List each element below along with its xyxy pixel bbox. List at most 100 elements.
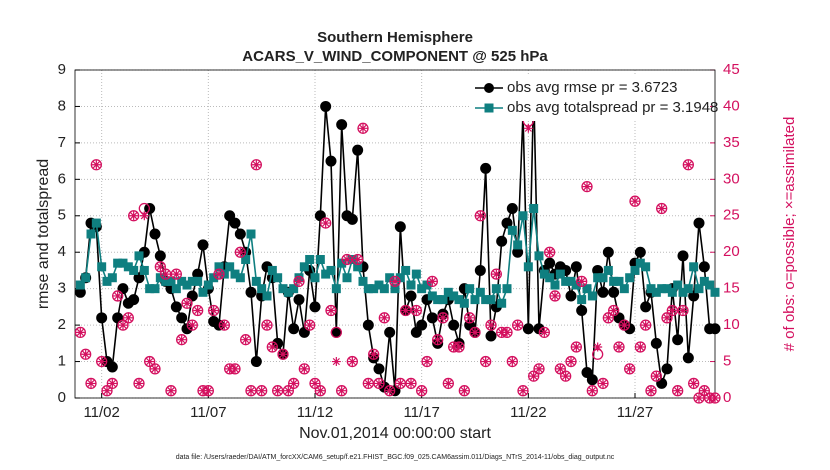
obs-assimilated-point [81,349,91,359]
spread-point [614,276,624,286]
obs-assimilated-point [321,218,331,228]
y2-axis-label: # of obs: o=possible; ×=assimilated [781,117,798,352]
spread-point [603,265,613,275]
obs-assimilated-point [187,320,197,330]
spread-point [443,287,453,297]
obs-assimilated-point [582,182,592,192]
spread-point [363,284,373,294]
spread-point [465,284,475,294]
obs-assimilated-point [123,313,133,323]
spread-point [513,240,523,250]
obs-possible-point [368,348,380,360]
obs-possible-point [208,304,220,317]
obs-assimilated-point [683,160,693,170]
spread-point [657,284,667,294]
spread-point [177,276,187,286]
y-tick-label: 1 [58,353,66,370]
obs-possible-point [394,377,406,390]
spread-point [283,287,293,297]
spread-point [561,276,571,286]
spread-point [449,291,459,301]
obs-assimilated-point [102,386,112,396]
spread-point [139,265,149,275]
spread-point [411,269,421,279]
y2-tick-label: 30 [723,170,740,187]
obs-assimilated-point [598,378,608,388]
spread-point [609,276,619,286]
obs-possible-point [357,122,369,134]
spread-point [550,280,560,290]
obs-assimilated-point [518,386,528,396]
rmse-point [586,374,598,386]
spread-point [678,287,688,297]
rmse-point [170,301,182,313]
spread-point [278,284,288,294]
spread-point [155,273,165,283]
rmse-point [496,235,508,247]
obs-possible-point [624,363,636,375]
spread-point [529,203,539,213]
obs-assimilated-point [619,320,629,330]
obs-possible-point [362,377,374,390]
spread-point [107,273,117,283]
obs-possible-point [560,370,572,382]
rmse-point [448,319,460,331]
obs-possible-point [282,385,294,397]
obs-possible-point [677,304,689,317]
obs-possible-point [106,377,118,390]
rmse-point [245,286,257,298]
obs-possible-point [330,326,342,339]
spread-point [486,295,496,305]
spread-point [353,262,363,272]
rmse-point [426,312,438,324]
y2-tick-label: 15 [723,280,740,297]
spread-point [433,295,443,305]
obs-assimilated-point [315,386,325,396]
spread-point [406,280,416,290]
spread-point [630,265,640,275]
obs-possible-point [234,246,246,258]
obs-assimilated-point [475,211,485,221]
rmse-point [229,217,241,229]
obs-assimilated-point [705,393,715,403]
obs-possible-point [597,377,609,390]
rmse-point [597,286,609,298]
spread-point [257,284,267,294]
rmse-point [506,202,518,214]
obs-possible-point [554,363,566,375]
obs-possible-point [304,319,316,331]
rmse-point [581,366,593,378]
obs-assimilated-point [673,386,683,396]
obs-possible-point [298,363,310,375]
obs-assimilated-point [241,335,251,345]
rmse-point [106,361,118,373]
obs-possible-point [576,275,588,288]
obs-possible-point [480,355,492,368]
spread-point [635,258,645,268]
obs-possible-point [533,363,545,375]
obs-possible-point [154,261,166,273]
spread-point [337,258,347,268]
spread-point [395,273,405,283]
obs-assimilated-point [385,386,395,396]
spread-point [470,295,480,305]
obs-assimilated-point [134,378,144,388]
spread-point [235,273,245,283]
rmse-point [117,283,129,295]
rmse-point [128,294,140,306]
obs-assimilated-point [571,342,581,352]
spread-point [203,280,213,290]
spread-point [673,280,683,290]
spread-point [646,284,656,294]
obs-possible-point [650,370,662,382]
rmse-point [325,155,337,167]
spread-point [251,276,261,286]
legend-box [471,75,707,121]
spread-point [379,284,389,294]
obs-possible-point [565,355,577,368]
spread-point [689,262,699,272]
obs-assimilated-point [534,364,544,374]
obs-possible-point [528,370,540,382]
y2-tick-label: 35 [723,134,740,151]
